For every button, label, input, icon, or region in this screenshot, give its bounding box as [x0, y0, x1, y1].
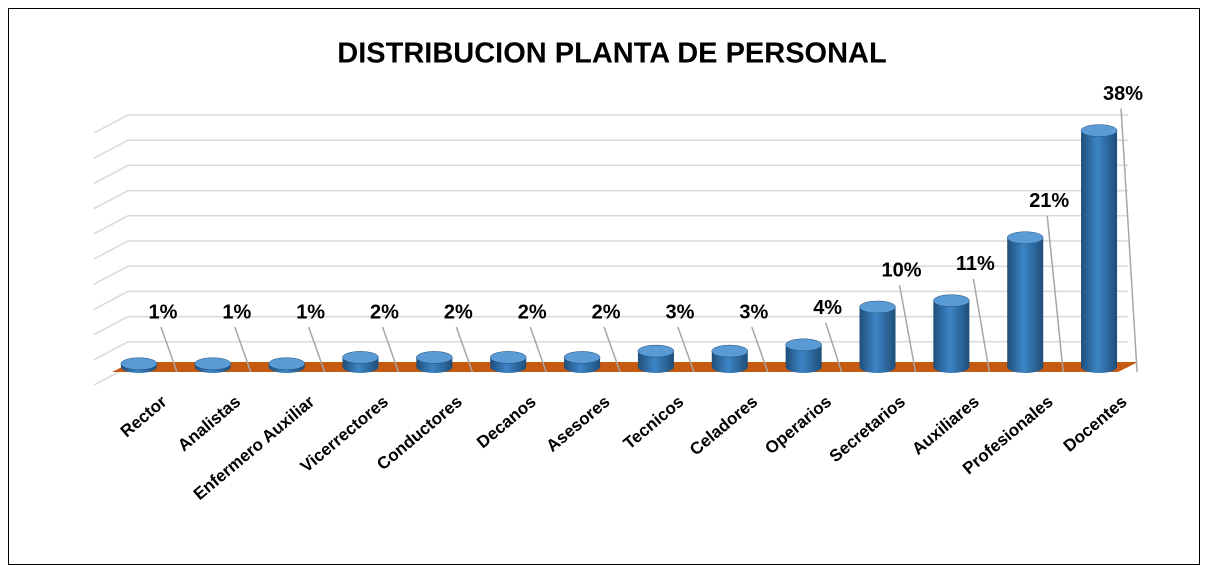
leader-line: [234, 326, 252, 373]
leader-line: [160, 326, 178, 373]
bar: [637, 344, 675, 373]
grid-line: [93, 315, 1128, 336]
bar: [711, 344, 749, 373]
bar: [268, 357, 305, 373]
bar: [933, 294, 970, 373]
bar: [859, 300, 896, 373]
bar: [563, 351, 601, 373]
value-label: 21%: [1029, 190, 1069, 212]
leader-line: [972, 278, 991, 373]
chart-frame: [8, 8, 1200, 565]
bar: [785, 338, 822, 373]
value-label: 3%: [739, 301, 768, 323]
value-label: 1%: [222, 301, 251, 323]
value-label: 4%: [813, 297, 842, 319]
grid-line: [93, 189, 1128, 210]
value-label: 38%: [1103, 83, 1143, 105]
value-label: 1%: [296, 301, 325, 323]
bar: [1006, 231, 1044, 373]
bar: [194, 357, 232, 373]
grid-line: [93, 164, 1128, 185]
leader-line: [1120, 108, 1138, 373]
value-label: 2%: [592, 301, 621, 323]
leader-line: [751, 326, 769, 373]
grid-line: [93, 240, 1128, 260]
leader-line: [307, 326, 326, 373]
value-label: 2%: [370, 301, 399, 323]
floor: [112, 362, 1138, 372]
leader-line: [1046, 215, 1064, 373]
value-label: 11%: [956, 253, 995, 275]
bar: [416, 351, 453, 373]
bar: [342, 351, 379, 373]
leader-line: [677, 326, 695, 373]
grid-line: [93, 215, 1128, 235]
leader-line: [529, 326, 547, 373]
leader-line: [603, 326, 621, 373]
leader-line: [898, 284, 917, 373]
chart-title: DISTRIBUCION PLANTA DE PERSONAL: [337, 38, 886, 70]
leader-line: [824, 322, 843, 373]
bar: [120, 357, 158, 373]
value-label: 1%: [148, 301, 177, 323]
grid-line: [93, 265, 1128, 285]
value-label: 2%: [444, 301, 473, 323]
value-label: 2%: [518, 301, 547, 323]
bar: [1080, 124, 1118, 373]
grid-line: [93, 290, 1128, 311]
leader-line: [455, 326, 474, 373]
grid-line: [93, 114, 1128, 134]
value-label: 3%: [665, 301, 694, 323]
bar: [489, 351, 527, 373]
value-label: 10%: [881, 259, 921, 281]
grid-line: [93, 139, 1128, 159]
leader-line: [381, 326, 400, 373]
